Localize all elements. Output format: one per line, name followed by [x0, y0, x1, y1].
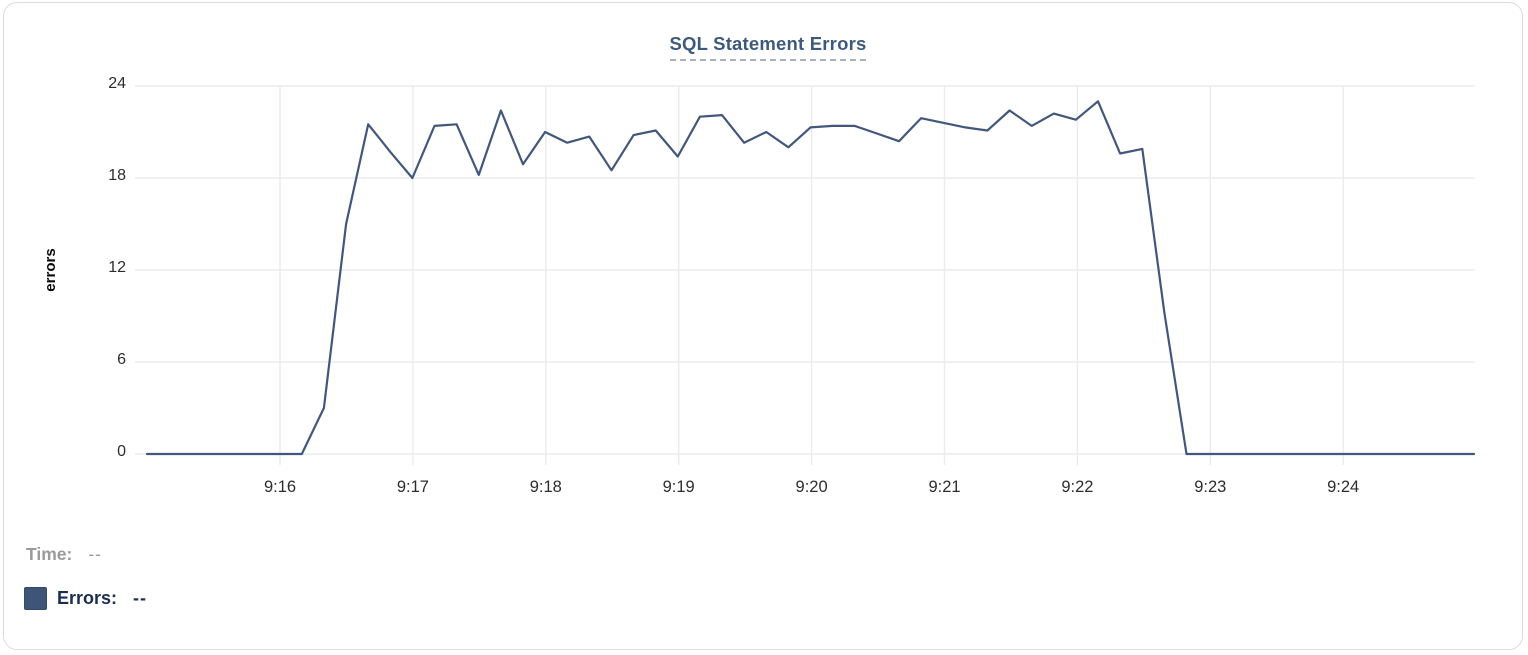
- x-tick-label: 9:23: [1194, 478, 1227, 496]
- y-tick-label: 12: [108, 259, 126, 276]
- x-tick-label: 9:16: [263, 478, 297, 496]
- errors-series-line: [145, 100, 1476, 456]
- chart-gridlines: [135, 85, 1475, 465]
- y-tick-label: 18: [108, 167, 126, 184]
- errors-line-chart: [135, 85, 1476, 465]
- legend-time-row: Time: --: [26, 544, 102, 565]
- x-tick-label: 9:21: [928, 478, 961, 496]
- legend-errors-label: Errors:: [57, 588, 118, 608]
- errors-series-swatch: [24, 587, 47, 610]
- x-tick-label: 9:20: [795, 478, 828, 496]
- x-tick-label: 9:19: [662, 478, 695, 496]
- x-tick-label: 9:22: [1061, 478, 1094, 496]
- x-tick-label: 9:18: [529, 478, 562, 496]
- chart-card: SQL Statement Errors errors 0 6 12 18 24 9:1…: [3, 2, 1523, 650]
- x-tick-label: 9:17: [396, 478, 429, 496]
- y-tick-label: 0: [117, 443, 126, 460]
- x-tick-label: 9:24: [1327, 478, 1360, 496]
- y-axis-label: errors: [42, 248, 59, 292]
- legend-errors-value: --: [133, 588, 148, 608]
- legend-time-value: --: [88, 544, 103, 564]
- chart-title-wrap: SQL Statement Errors: [4, 33, 1528, 61]
- y-tick-label: 24: [108, 75, 126, 92]
- legend-errors-row: Errors: --: [24, 587, 147, 610]
- legend-time-label: Time:: [26, 544, 73, 564]
- y-tick-label: 6: [117, 351, 126, 368]
- chart-title[interactable]: SQL Statement Errors: [669, 33, 867, 61]
